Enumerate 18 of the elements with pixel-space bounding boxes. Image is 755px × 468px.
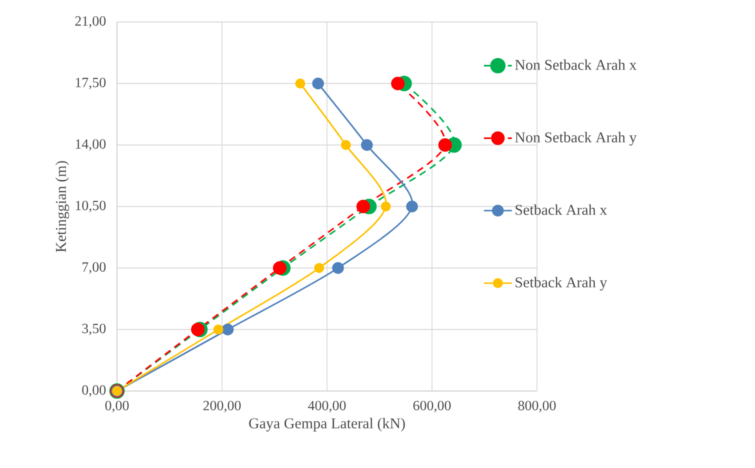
y-tick-label: 10,50	[76, 200, 106, 212]
x-tick-label: 200,00	[203, 400, 241, 412]
y-tick-label: 7,00	[82, 262, 106, 274]
legend-label: Non Setback Arah x	[515, 59, 637, 70]
legend-label: Non Setback Arah y	[515, 132, 637, 146]
y-tick-label: 17,50	[76, 78, 106, 90]
y-tick-label: 0,00	[82, 385, 106, 397]
y-tick-label: 21,00	[75, 16, 106, 28]
y-tick-label: 3,50	[82, 324, 106, 336]
x-axis-title: Gaya Gempa Lateral (kN)	[249, 418, 405, 432]
y-tick-label: 14,00	[76, 139, 106, 151]
legend-label: Setback Arah x	[516, 204, 607, 215]
x-tick-label: 600,00	[413, 400, 451, 412]
y-axis-title: Ketinggian (m)	[55, 161, 70, 252]
x-tick-label: 800,00	[518, 400, 556, 412]
x-tick-label: 400,00	[308, 400, 346, 412]
x-tick-label: 0,00	[105, 400, 129, 412]
legend-label: Setback Arah y	[516, 276, 608, 291]
